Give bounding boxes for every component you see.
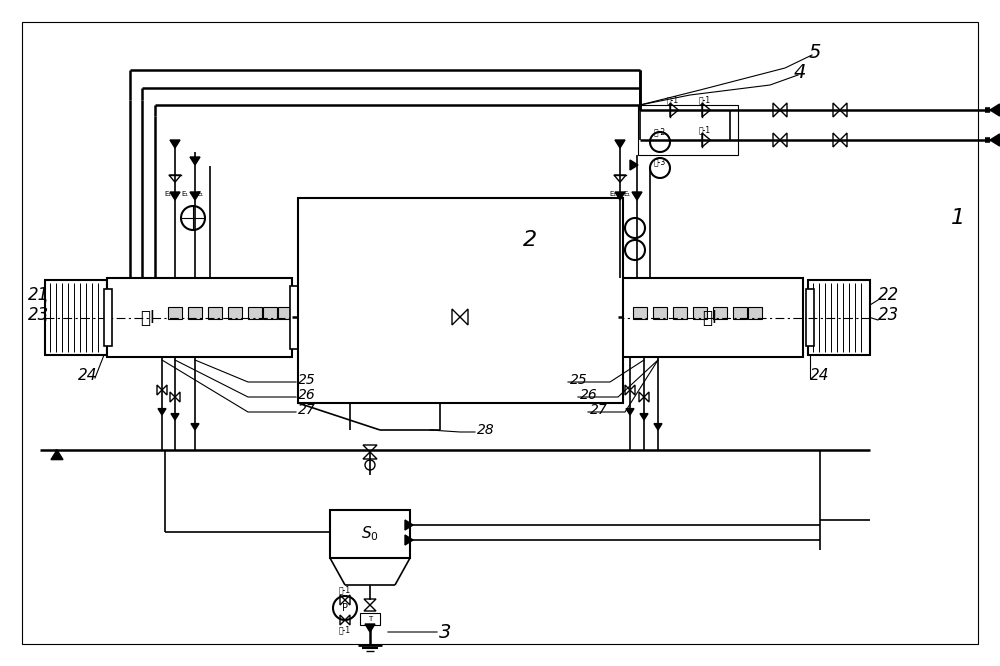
Text: 2: 2 <box>523 230 537 250</box>
Bar <box>104 289 112 346</box>
Text: E₁: E₁ <box>196 191 204 197</box>
Polygon shape <box>640 414 648 420</box>
Polygon shape <box>632 192 642 200</box>
Bar <box>278 307 292 319</box>
Text: 5: 5 <box>809 43 821 61</box>
Text: 21: 21 <box>28 286 49 304</box>
Text: 1: 1 <box>951 208 965 228</box>
Text: 28: 28 <box>477 423 495 437</box>
Text: 27: 27 <box>298 403 316 417</box>
Text: 阀-3: 阀-3 <box>654 157 666 166</box>
Bar <box>298 198 623 403</box>
Text: 右I: 右I <box>703 309 717 327</box>
Bar <box>107 278 292 357</box>
Bar <box>808 280 870 355</box>
Bar <box>290 286 298 349</box>
Polygon shape <box>990 134 1000 146</box>
Text: 阀-1: 阀-1 <box>699 95 711 105</box>
Polygon shape <box>190 157 200 165</box>
Bar <box>618 278 803 357</box>
Polygon shape <box>170 140 180 148</box>
Bar <box>248 307 262 319</box>
Text: E₁: E₁ <box>623 191 631 197</box>
Polygon shape <box>626 409 634 415</box>
Polygon shape <box>170 192 180 200</box>
Bar <box>693 307 707 319</box>
Polygon shape <box>51 450 63 460</box>
Bar <box>748 307 762 319</box>
Text: 4: 4 <box>794 63 806 81</box>
Text: T: T <box>368 616 372 622</box>
Bar <box>653 307 667 319</box>
Bar <box>168 307 182 319</box>
Text: 阀-1: 阀-1 <box>339 585 351 595</box>
Bar <box>612 286 620 349</box>
Text: 24: 24 <box>78 368 98 382</box>
Bar <box>263 307 277 319</box>
Text: 26: 26 <box>298 388 316 402</box>
Text: 3: 3 <box>439 623 451 641</box>
Bar <box>638 105 738 155</box>
Text: 阀-1: 阀-1 <box>339 625 351 635</box>
Text: 23: 23 <box>28 306 49 324</box>
Polygon shape <box>630 160 638 170</box>
Polygon shape <box>990 104 1000 116</box>
Text: E₁: E₁ <box>181 191 189 197</box>
Bar <box>633 307 647 319</box>
Text: 23: 23 <box>878 306 899 324</box>
Bar <box>360 613 380 625</box>
Polygon shape <box>615 192 625 200</box>
Text: 26: 26 <box>580 388 598 402</box>
Bar <box>330 510 410 558</box>
Polygon shape <box>615 140 625 148</box>
Polygon shape <box>365 624 375 632</box>
Polygon shape <box>405 535 413 545</box>
Text: 25: 25 <box>298 373 316 387</box>
Text: P: P <box>342 603 348 613</box>
Text: 阀-1: 阀-1 <box>667 95 679 105</box>
Polygon shape <box>191 424 199 430</box>
Bar <box>806 289 814 346</box>
Text: 阀-2: 阀-2 <box>654 127 666 137</box>
Text: $S_0$: $S_0$ <box>361 525 379 543</box>
Bar <box>673 307 687 319</box>
Bar <box>208 307 222 319</box>
Polygon shape <box>654 424 662 430</box>
Text: 27: 27 <box>590 403 608 417</box>
Bar <box>713 307 727 319</box>
Text: 25: 25 <box>570 373 588 387</box>
Text: 22: 22 <box>878 286 899 304</box>
Polygon shape <box>405 520 413 530</box>
Polygon shape <box>171 414 179 420</box>
Polygon shape <box>158 409 166 415</box>
Bar <box>733 307 747 319</box>
Bar <box>228 307 242 319</box>
Text: 阀-1: 阀-1 <box>699 125 711 135</box>
Bar <box>45 280 107 355</box>
Text: E₁: E₁ <box>609 191 617 197</box>
Text: 左I: 左I <box>141 309 155 327</box>
Text: 24: 24 <box>810 368 830 382</box>
Text: E₁: E₁ <box>164 191 172 197</box>
Bar <box>188 307 202 319</box>
Polygon shape <box>190 192 200 200</box>
